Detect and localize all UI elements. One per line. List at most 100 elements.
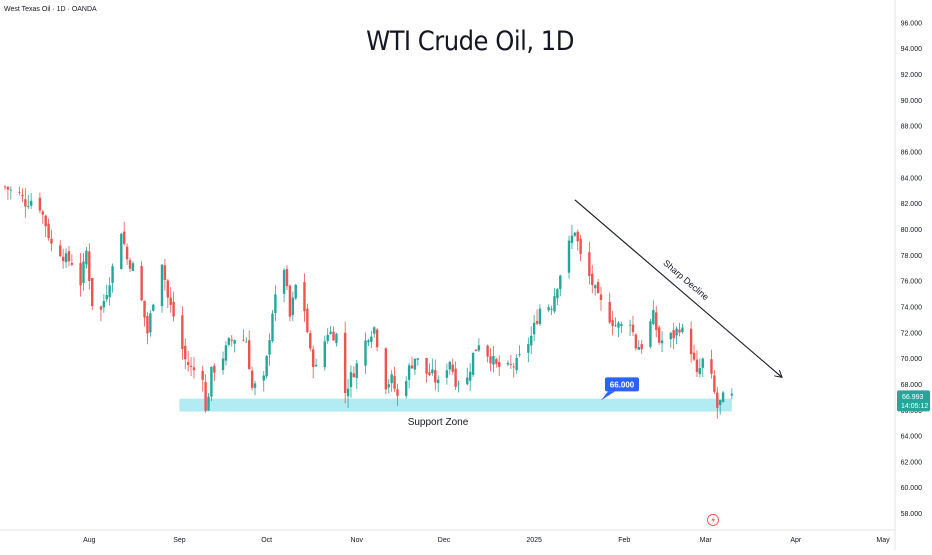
candle-body (18, 192, 21, 194)
candle-body (396, 389, 399, 396)
candle-body (335, 333, 338, 344)
candle-body (6, 186, 10, 190)
candle (79, 253, 82, 297)
candle-body (146, 316, 149, 334)
candle (710, 349, 713, 379)
candle (718, 399, 722, 415)
candle-body (253, 383, 257, 388)
candle-body (204, 382, 207, 411)
support-zone-band (179, 398, 732, 412)
candle-body (655, 312, 658, 330)
candle (343, 321, 347, 404)
candle-body (355, 363, 358, 378)
candle-body (701, 358, 704, 368)
candle (730, 388, 734, 399)
candle-body (50, 238, 53, 244)
candle (716, 387, 719, 419)
candle-body (718, 400, 722, 406)
candle (233, 339, 236, 353)
lightning-icon-bolt (711, 516, 715, 524)
candle (425, 357, 428, 383)
candle (143, 300, 146, 327)
candle-body (59, 245, 62, 257)
candle-body (588, 252, 591, 276)
candle (384, 347, 388, 395)
candle (387, 378, 390, 394)
candle (24, 188, 27, 218)
candle (352, 366, 356, 378)
candle (495, 357, 498, 368)
candle-body (3, 186, 7, 188)
candle-body (681, 327, 684, 333)
candle-body (120, 233, 123, 270)
lightning-icon[interactable] (707, 514, 719, 526)
candle (675, 326, 678, 345)
candle (692, 344, 696, 362)
price-tick-label: 92.000 (901, 72, 923, 79)
candle-body (431, 369, 434, 374)
candle-body (550, 308, 553, 310)
candle-body (64, 253, 68, 263)
price-tick-label: 76.000 (901, 279, 923, 286)
candle (596, 279, 600, 294)
candle (213, 363, 216, 382)
candle-body (637, 347, 640, 350)
price-tick-label: 74.000 (901, 304, 923, 311)
candle (620, 321, 623, 334)
candle-body (285, 269, 289, 287)
candle (172, 291, 175, 322)
candle-body (221, 358, 225, 371)
candle-body (591, 273, 594, 286)
candle-body (428, 372, 431, 376)
candle (509, 354, 513, 369)
candle (448, 360, 452, 375)
candle-body (245, 341, 248, 343)
candle-body (370, 336, 373, 342)
candle-body (166, 280, 170, 298)
candle (396, 383, 399, 406)
time-tick-label: Feb (618, 537, 630, 544)
candle-body (163, 265, 167, 280)
candle (681, 324, 684, 334)
candle-body (91, 277, 94, 307)
candle-body (454, 368, 457, 387)
candle (527, 337, 530, 363)
candle (91, 277, 94, 311)
candle-body (652, 309, 655, 325)
candle (221, 351, 225, 375)
symbol-info[interactable]: West Texas Oil · 1D · OANDA (4, 6, 97, 13)
candle-body (41, 211, 44, 215)
candle (608, 292, 611, 325)
candle (262, 371, 265, 392)
candle (346, 378, 350, 408)
candle (207, 393, 210, 411)
candle (393, 366, 396, 392)
candle (698, 358, 702, 378)
candle (152, 303, 155, 312)
price-tick-label: 88.000 (901, 124, 923, 131)
candle-body (207, 396, 210, 411)
candle-body (628, 324, 632, 326)
candle-body (515, 357, 518, 371)
candle-body (509, 364, 513, 366)
candle (416, 357, 420, 366)
candle-body (143, 300, 146, 318)
candle-body (608, 301, 611, 323)
price-tick-label: 86.000 (901, 150, 923, 157)
candle-body (152, 304, 155, 311)
candle-body (70, 262, 74, 265)
candle-body (186, 362, 190, 366)
candle-body (547, 307, 550, 311)
candle-body (730, 393, 734, 396)
candles-layer (3, 185, 734, 419)
candle (434, 359, 437, 391)
candle-body (535, 321, 539, 324)
price-tick-label: 94.000 (901, 46, 923, 53)
candle (713, 370, 716, 394)
candle (530, 326, 533, 355)
candle-body (689, 328, 693, 355)
candle (169, 287, 172, 313)
candle (21, 188, 24, 202)
